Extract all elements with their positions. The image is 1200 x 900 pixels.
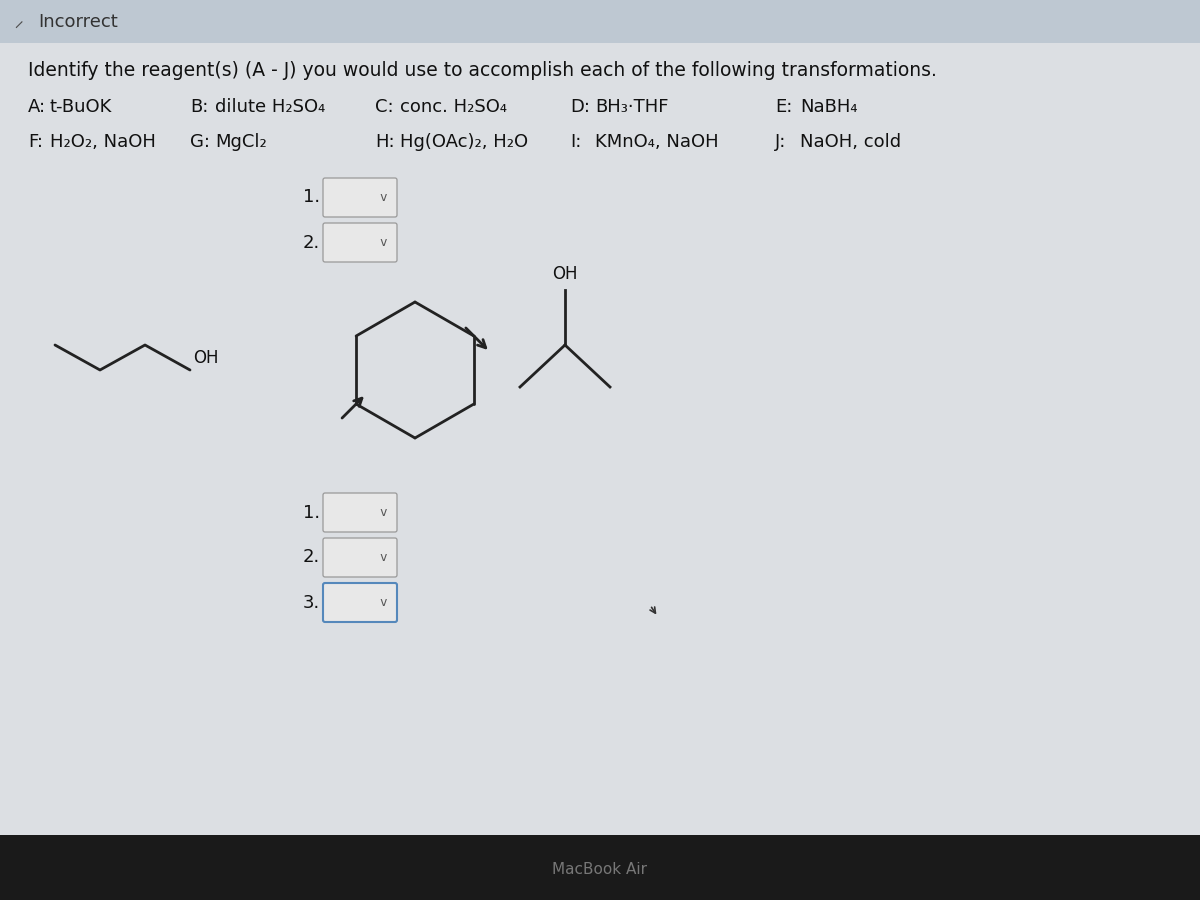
FancyBboxPatch shape [0, 0, 1200, 43]
Text: 3.: 3. [302, 593, 320, 611]
FancyBboxPatch shape [0, 43, 1200, 835]
Text: v: v [379, 551, 386, 564]
FancyBboxPatch shape [323, 223, 397, 262]
Text: 1.: 1. [302, 503, 320, 521]
FancyBboxPatch shape [323, 493, 397, 532]
Text: NaOH, cold: NaOH, cold [800, 133, 901, 151]
Text: G:: G: [190, 133, 210, 151]
Text: Identify the reagent(s) (A - J) you would use to accomplish each of the followin: Identify the reagent(s) (A - J) you woul… [28, 60, 937, 79]
FancyBboxPatch shape [323, 538, 397, 577]
Text: 2.: 2. [302, 548, 320, 566]
FancyBboxPatch shape [323, 583, 397, 622]
Text: 1.: 1. [302, 188, 320, 206]
Text: J:: J: [775, 133, 786, 151]
Text: t-BuOK: t-BuOK [50, 98, 113, 116]
Text: Hg(OAc)₂, H₂O: Hg(OAc)₂, H₂O [400, 133, 528, 151]
Text: BH₃·THF: BH₃·THF [595, 98, 668, 116]
Text: D:: D: [570, 98, 590, 116]
Text: ⚊: ⚊ [10, 14, 26, 31]
Text: I:: I: [570, 133, 581, 151]
Text: A:: A: [28, 98, 46, 116]
Text: dilute H₂SO₄: dilute H₂SO₄ [215, 98, 325, 116]
Text: v: v [379, 596, 386, 609]
Text: F:: F: [28, 133, 43, 151]
Text: E:: E: [775, 98, 792, 116]
Text: H₂O₂, NaOH: H₂O₂, NaOH [50, 133, 156, 151]
Text: v: v [379, 236, 386, 249]
Text: C:: C: [374, 98, 394, 116]
Text: conc. H₂SO₄: conc. H₂SO₄ [400, 98, 508, 116]
Text: OH: OH [193, 349, 218, 367]
Text: H:: H: [374, 133, 395, 151]
FancyBboxPatch shape [323, 178, 397, 217]
Text: 2.: 2. [302, 233, 320, 251]
Text: v: v [379, 191, 386, 204]
Text: B:: B: [190, 98, 209, 116]
Text: KMnO₄, NaOH: KMnO₄, NaOH [595, 133, 719, 151]
Text: NaBH₄: NaBH₄ [800, 98, 858, 116]
FancyBboxPatch shape [0, 835, 1200, 900]
Text: MgCl₂: MgCl₂ [215, 133, 266, 151]
Text: OH: OH [552, 265, 577, 283]
Text: MacBook Air: MacBook Air [552, 862, 648, 878]
Text: Incorrect: Incorrect [38, 13, 118, 31]
Text: v: v [379, 506, 386, 519]
